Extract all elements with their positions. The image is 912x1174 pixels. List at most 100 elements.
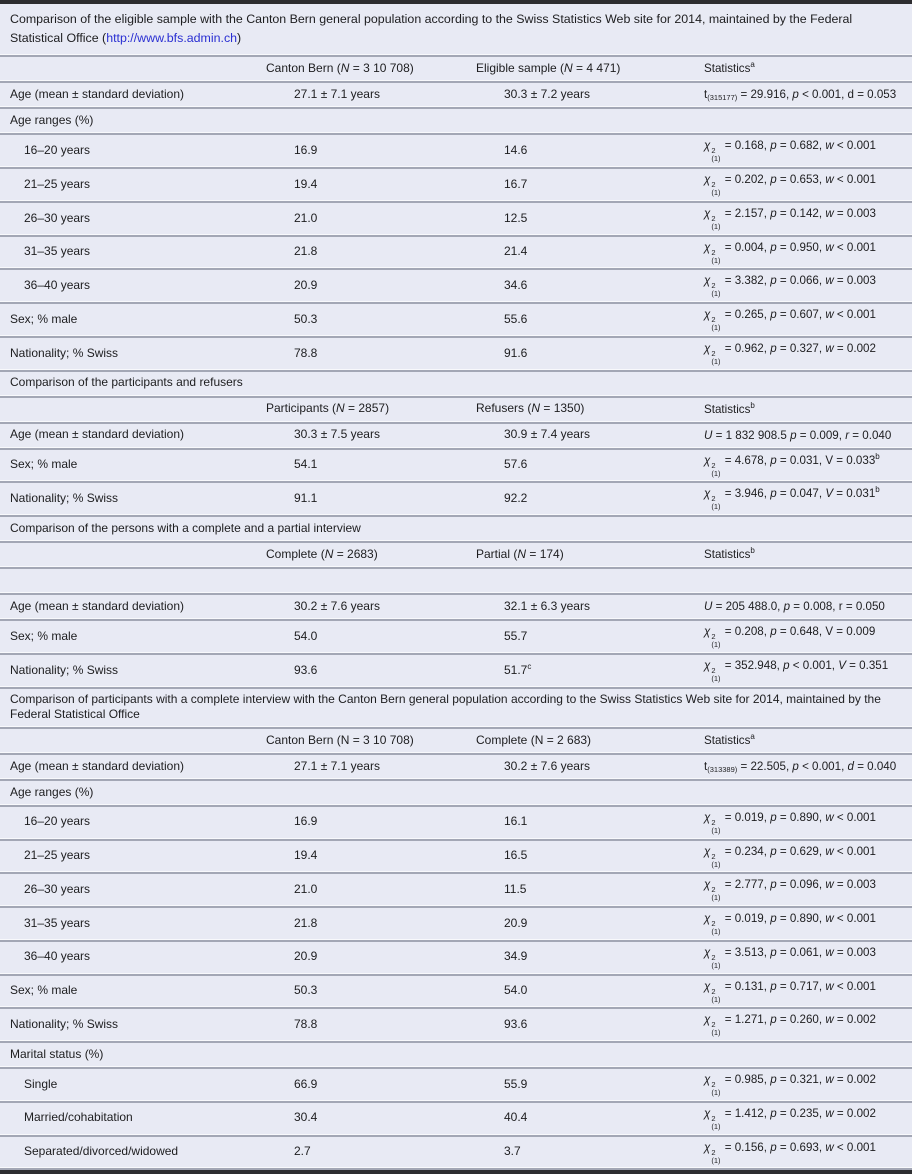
chi-squared-symbol: χ 2 (1) <box>704 308 721 333</box>
statistics-value: χ 2 (1) = 0.265, p = 0.607, w < 0.001 <box>704 308 876 333</box>
chi-squared-symbol: χ 2 (1) <box>704 1013 721 1038</box>
table-row: Nationality; % Swiss 78.8 93.6 χ 2 (1) = 1.27… <box>0 1009 912 1044</box>
statistics-value: χ 2 (1) = 2.157, p = 0.142, w = 0.003 <box>704 206 876 231</box>
table-row: Sex; % male 50.3 54.0 χ 2 (1) = 0.131, p = 0.… <box>0 975 912 1010</box>
column-header: Statisticsb <box>704 400 755 416</box>
statistics-value: χ 2 (1) = 3.513, p = 0.061, w = 0.003 <box>704 945 876 970</box>
column-header: Canton Bern (N = 3 10 708) <box>266 61 414 76</box>
footnote-marker: a <box>750 60 755 70</box>
bfs-url-link[interactable]: http://www.bfs.admin.ch <box>106 31 238 46</box>
row-label: Nationality; % Swiss <box>10 345 119 360</box>
statistics-value: χ 2 (1) = 0.156, p = 0.693, w < 0.001 <box>704 1140 876 1165</box>
statistics-value: χ 2 (1) = 1.271, p = 0.260, w = 0.002 <box>704 1013 876 1038</box>
group1-value: 50.3 <box>294 311 318 326</box>
group-header-row: Age ranges (%) <box>0 780 912 807</box>
group1-value: 93.6 <box>294 662 318 677</box>
table-row: 31–35 years 21.8 21.4 χ 2 (1) = 0.004, p = 0.… <box>0 236 912 271</box>
table-row: Nationality; % Swiss 91.1 92.2 χ 2 (1) = 3.94… <box>0 483 912 518</box>
group2-value: 16.1 <box>504 814 528 829</box>
group1-value: 27.1 ± 7.1 years <box>294 87 380 102</box>
group2-value: 51.7c <box>504 661 532 677</box>
table-body: Canton Bern (N = 3 10 708) Eligible sampl… <box>0 57 912 1171</box>
footnote-marker: b <box>750 400 755 410</box>
row-label: Married/cohabitation <box>24 1110 133 1125</box>
group2-value: 21.4 <box>504 244 528 259</box>
group2-value: 32.1 ± 6.3 years <box>504 598 590 613</box>
group1-value: 78.8 <box>294 345 318 360</box>
row-label: Single <box>24 1076 58 1091</box>
row-label: Sex; % male <box>10 628 78 643</box>
table-title: Comparison of the eligible sample with t… <box>0 4 912 58</box>
chi-squared-symbol: χ 2 (1) <box>704 844 721 869</box>
chi-squared-symbol: χ 2 (1) <box>704 173 721 198</box>
statistics-value: χ 2 (1) = 0.202, p = 0.653, w < 0.001 <box>704 173 876 198</box>
footnote-marker: b <box>750 546 755 556</box>
table-row: 36–40 years 20.9 34.9 χ 2 (1) = 3.513, p = 0.… <box>0 941 912 976</box>
chi-squared-symbol: χ 2 (1) <box>704 139 721 164</box>
group1-value: 50.3 <box>294 983 318 998</box>
group1-value: 19.4 <box>294 848 318 863</box>
statistics-value: χ 2 (1) = 0.962, p = 0.327, w = 0.002 <box>704 341 876 366</box>
row-label: Nationality; % Swiss <box>10 662 119 677</box>
group1-value: 2.7 <box>294 1144 311 1159</box>
group-header-row: Age ranges (%) <box>0 109 912 136</box>
statistics-value: χ 2 (1) = 0.234, p = 0.629, w < 0.001 <box>704 844 876 869</box>
table-row: 31–35 years 21.8 20.9 χ 2 (1) = 0.019, p = 0.… <box>0 908 912 942</box>
table-row: Age (mean ± standard deviation) 27.1 ± 7.… <box>0 83 912 110</box>
statistics-value: χ 2 (1) = 0.004, p = 0.950, w < 0.001 <box>704 240 876 265</box>
group2-value: 92.2 <box>504 491 528 506</box>
chi-squared-symbol: χ 2 (1) <box>704 240 721 265</box>
group2-value: 16.7 <box>504 176 528 191</box>
table-header-row: Canton Bern (N = 3 10 708) Complete (N = … <box>0 728 912 755</box>
group1-value: 91.1 <box>294 491 318 506</box>
statistics-value: U = 1 832 908.5 p = 0.009, r = 0.040 <box>704 428 892 442</box>
table-row: Sex; % male 50.3 55.6 χ 2 (1) = 0.265, p = 0.… <box>0 304 912 338</box>
group2-value: 30.3 ± 7.2 years <box>504 87 590 102</box>
row-label: 16–20 years <box>24 143 91 158</box>
statistics-value: t(313389) = 22.505, p < 0.001, d = 0.040 <box>704 759 897 774</box>
column-header: Complete (N = 2 683) <box>476 732 592 747</box>
group2-value: 34.9 <box>504 949 528 964</box>
group1-value: 19.4 <box>294 176 318 191</box>
column-header: Statisticsb <box>704 546 755 562</box>
group1-value: 27.1 ± 7.1 years <box>294 758 380 773</box>
statistics-value: χ 2 (1) = 1.412, p = 0.235, w = 0.002 <box>704 1106 876 1131</box>
section-title: Comparison of the persons with a complet… <box>10 520 361 535</box>
statistics-value: χ 2 (1) = 3.382, p = 0.066, w = 0.003 <box>704 274 876 299</box>
row-label: 26–30 years <box>24 881 91 896</box>
chi-squared-symbol: χ 2 (1) <box>704 658 721 683</box>
empty-header-cell <box>0 737 256 744</box>
group1-value: 21.0 <box>294 210 318 225</box>
row-label: Nationality; % Swiss <box>10 491 119 506</box>
group2-value: 57.6 <box>504 457 528 472</box>
table-row: 21–25 years 19.4 16.5 χ 2 (1) = 0.234, p = 0.… <box>0 840 912 875</box>
group2-value: 54.0 <box>504 983 528 998</box>
group-label: Marital status (%) <box>10 1046 104 1061</box>
group1-value: 20.9 <box>294 949 318 964</box>
empty-cell <box>0 578 912 585</box>
group2-value: 55.7 <box>504 628 528 643</box>
group2-value: 11.5 <box>504 881 527 896</box>
section-title: Comparison of participants with a comple… <box>10 691 881 722</box>
statistics-value: χ 2 (1) = 0.168, p = 0.682, w < 0.001 <box>704 139 876 164</box>
row-label: Age (mean ± standard deviation) <box>10 427 185 442</box>
row-label: 36–40 years <box>24 949 91 964</box>
column-header: Partial (N = 174) <box>476 546 564 561</box>
group1-value: 30.4 <box>294 1110 318 1125</box>
group-label: Age ranges (%) <box>10 784 94 799</box>
chi-squared-symbol: χ 2 (1) <box>704 341 721 366</box>
row-label: Age (mean ± standard deviation) <box>10 598 185 613</box>
chi-squared-symbol: χ 2 (1) <box>704 453 721 478</box>
statistics-value: χ 2 (1) = 0.019, p = 0.890, w < 0.001 <box>704 810 876 835</box>
group2-value: 55.6 <box>504 311 528 326</box>
group2-value: 55.9 <box>504 1076 528 1091</box>
chi-squared-symbol: χ 2 (1) <box>704 206 721 231</box>
group-header-row: Marital status (%) <box>0 1043 912 1070</box>
section-title-row: Comparison of the persons with a complet… <box>0 517 912 544</box>
column-header: Refusers (N = 1350) <box>476 401 585 416</box>
table-header-row: Participants (N = 2857) Refusers (N = 135… <box>0 397 912 424</box>
row-label: Nationality; % Swiss <box>10 1016 119 1031</box>
empty-header-cell <box>0 552 256 559</box>
group1-value: 21.0 <box>294 881 318 896</box>
